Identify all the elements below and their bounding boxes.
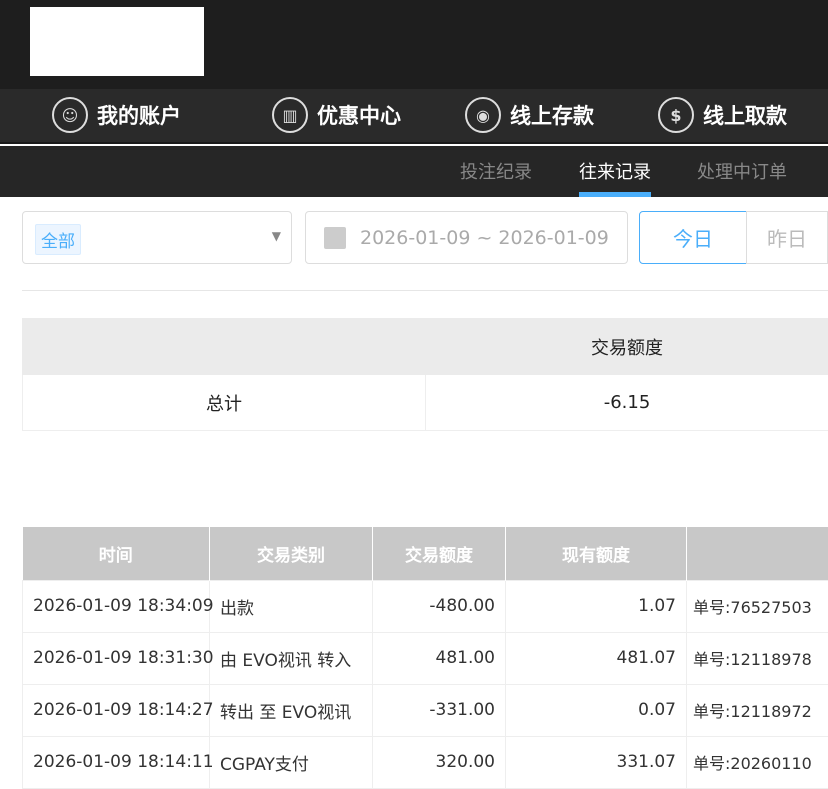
cell-amount: 320.00 xyxy=(373,736,506,788)
gift-icon: ▥ xyxy=(272,97,308,133)
col-remark xyxy=(687,527,828,580)
summary-table: 交易额度 总计-6.15 xyxy=(22,318,828,431)
cell-time: 2026-01-09 18:34:09 xyxy=(23,580,210,632)
cell-time: 2026-01-09 18:31:30 xyxy=(23,632,210,684)
cell-time: 2026-01-09 18:14:11 xyxy=(23,736,210,788)
nav-label: 我的账户 xyxy=(97,100,181,130)
summary-value: -6.15 xyxy=(426,375,828,431)
today-button[interactable]: 今日 xyxy=(639,211,747,264)
withdraw-icon: $ xyxy=(658,97,694,133)
calendar-icon xyxy=(324,227,346,249)
sub-tabs: 投注纪录 往来记录 处理中订单 xyxy=(0,146,828,197)
summary-header-blank xyxy=(23,319,426,375)
date-range-value: 2026-01-09 ~ 2026-01-09 xyxy=(360,227,609,249)
cell-amount: -331.00 xyxy=(373,684,506,736)
summary-label: 总计 xyxy=(23,375,426,431)
nav-label: 线上存款 xyxy=(510,100,594,130)
cell-remark: 单号:20260110 xyxy=(687,736,828,788)
user-icon: ☺ xyxy=(52,97,88,133)
cell-type: 由 EVO视讯 转入 xyxy=(210,632,373,684)
nav-my-account[interactable]: ☺ 我的账户 xyxy=(52,97,181,133)
type-tag[interactable]: 全部 xyxy=(35,224,81,255)
divider xyxy=(22,290,828,291)
tab-pending-orders[interactable]: 处理中订单 xyxy=(697,158,787,184)
caret-down-icon: ▼ xyxy=(272,229,281,243)
cell-time: 2026-01-09 18:14:27 xyxy=(23,684,210,736)
col-type: 交易类别 xyxy=(210,527,373,580)
type-select[interactable]: 全部 ▼ xyxy=(22,211,292,264)
tab-bet-records[interactable]: 投注纪录 xyxy=(460,158,532,184)
cell-remark: 单号:12118978 xyxy=(687,632,828,684)
logo[interactable] xyxy=(30,7,204,76)
cell-type: 转出 至 EVO视讯 xyxy=(210,684,373,736)
cell-balance: 481.07 xyxy=(506,632,687,684)
nav-deposit[interactable]: ◉ 线上存款 xyxy=(465,97,594,133)
cell-amount: -480.00 xyxy=(373,580,506,632)
cell-balance: 0.07 xyxy=(506,684,687,736)
cell-balance: 1.07 xyxy=(506,580,687,632)
nav-promotions[interactable]: ▥ 优惠中心 xyxy=(272,97,401,133)
cell-amount: 481.00 xyxy=(373,632,506,684)
col-balance: 现有额度 xyxy=(506,527,687,580)
deposit-icon: ◉ xyxy=(465,97,501,133)
header xyxy=(0,0,828,89)
cell-remark: 单号:12118972 xyxy=(687,684,828,736)
nav-label: 优惠中心 xyxy=(317,100,401,130)
cell-type: 出款 xyxy=(210,580,373,632)
date-range-input[interactable]: 2026-01-09 ~ 2026-01-09 xyxy=(305,211,628,264)
cell-balance: 331.07 xyxy=(506,736,687,788)
yesterday-button[interactable]: 昨日 xyxy=(746,211,828,264)
main-nav: ☺ 我的账户 ▥ 优惠中心 ◉ 线上存款 $ 线上取款 xyxy=(0,89,828,144)
cell-remark: 单号:76527503 xyxy=(687,580,828,632)
tab-transaction-records[interactable]: 往来记录 xyxy=(579,158,651,184)
col-amount: 交易额度 xyxy=(373,527,506,580)
col-time: 时间 xyxy=(23,527,210,580)
cell-type: CGPAY支付 xyxy=(210,736,373,788)
summary-header: 交易额度 xyxy=(426,319,828,375)
nav-withdraw[interactable]: $ 线上取款 xyxy=(658,97,787,133)
nav-label: 线上取款 xyxy=(703,100,787,130)
